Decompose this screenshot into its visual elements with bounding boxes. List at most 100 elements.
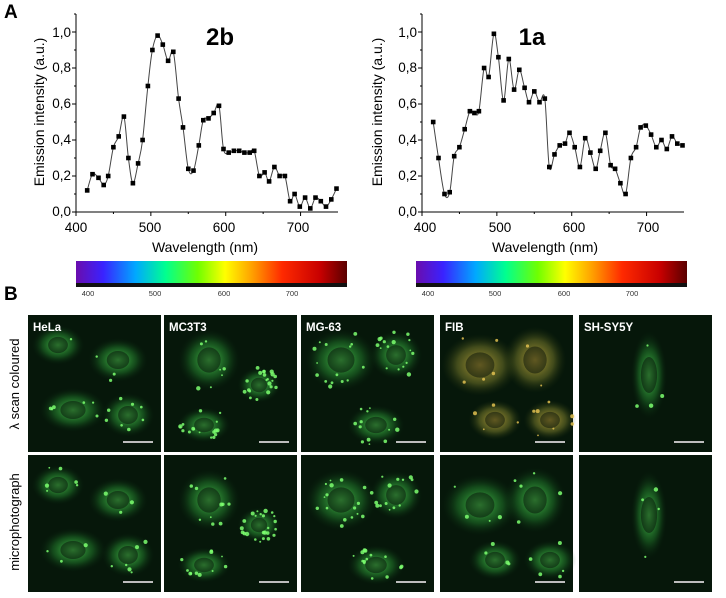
vesicle-dot bbox=[384, 502, 388, 505]
data-point bbox=[176, 96, 181, 101]
vesicle-dot bbox=[274, 385, 278, 390]
vesicle-dot bbox=[258, 370, 263, 375]
data-point bbox=[532, 89, 537, 94]
y-tick-label: 0,4 bbox=[52, 132, 71, 147]
vesicle-dot bbox=[414, 489, 419, 494]
vesicle-dot bbox=[340, 380, 344, 383]
spectrum-gradient bbox=[416, 261, 687, 283]
y-tick-label: 0,6 bbox=[398, 96, 417, 111]
vesicle-dot bbox=[395, 427, 400, 432]
vesicle-dot bbox=[325, 506, 329, 510]
x-tick-label: 600 bbox=[563, 220, 586, 235]
vesicle-dot bbox=[211, 570, 214, 572]
vesicle-dot bbox=[270, 511, 274, 514]
vesicle-dot bbox=[408, 339, 411, 342]
cell-nucleus bbox=[365, 556, 387, 574]
data-point bbox=[313, 195, 318, 200]
data-point bbox=[84, 188, 90, 193]
micrograph-image: SH-SY5Y bbox=[579, 315, 712, 452]
vesicle-dot bbox=[329, 479, 332, 482]
data-point bbox=[287, 198, 293, 204]
spectrum-bar-right: 400 500 600 700 bbox=[416, 261, 687, 298]
data-point bbox=[206, 116, 211, 121]
vesicle-dot bbox=[343, 518, 347, 522]
vesicle-dot bbox=[119, 510, 123, 514]
vesicle-dot bbox=[379, 504, 382, 508]
y-tick-label: 0,0 bbox=[398, 204, 417, 219]
data-point bbox=[633, 144, 639, 150]
x-tick-label: 600 bbox=[213, 220, 236, 235]
data-point bbox=[329, 197, 334, 202]
vesicle-dot bbox=[95, 414, 99, 418]
vesicle-dot bbox=[181, 429, 185, 433]
vesicle-dot bbox=[462, 380, 466, 384]
data-point bbox=[96, 175, 101, 181]
vesicle-dot bbox=[405, 361, 408, 364]
vesicle-dot bbox=[248, 389, 252, 393]
vesicle-dot bbox=[558, 574, 562, 579]
cell-nucleus bbox=[640, 497, 658, 533]
data-point bbox=[334, 186, 339, 191]
vesicle-dot bbox=[660, 394, 665, 398]
vesicle-dot bbox=[362, 485, 367, 490]
vesicle-dot bbox=[103, 491, 108, 496]
vesicle-dot bbox=[570, 422, 574, 426]
vesicle-dot bbox=[92, 401, 95, 404]
cell-nucleus bbox=[106, 491, 130, 509]
vesicle-dot bbox=[271, 379, 274, 382]
vesicle-dot bbox=[369, 407, 371, 409]
cell-nucleus bbox=[465, 352, 495, 378]
data-point bbox=[582, 135, 588, 141]
vesicle-dot bbox=[318, 341, 321, 344]
vesicle-dot bbox=[266, 537, 271, 541]
data-point bbox=[511, 87, 517, 92]
vesicle-dot bbox=[453, 485, 456, 488]
vesicle-dot bbox=[482, 377, 486, 381]
data-point bbox=[145, 83, 151, 89]
vesicle-dot bbox=[392, 330, 396, 334]
vesicle-dot bbox=[385, 367, 388, 370]
vesicle-dot bbox=[267, 381, 272, 386]
cell-nucleus bbox=[640, 357, 658, 393]
vesicle-dot bbox=[82, 401, 86, 404]
data-point bbox=[675, 141, 680, 146]
vesicle-dot bbox=[398, 504, 401, 507]
data-point bbox=[121, 114, 127, 119]
vesicle-dot bbox=[358, 425, 362, 429]
data-point bbox=[654, 144, 659, 150]
vesicle-dot bbox=[635, 404, 639, 408]
vesicle-dot bbox=[266, 378, 269, 381]
vesicle-dot bbox=[261, 514, 265, 518]
data-point bbox=[496, 54, 501, 60]
vesicle-dot bbox=[482, 428, 485, 431]
vesicle-dot bbox=[324, 343, 328, 346]
data-point bbox=[517, 67, 522, 73]
x-tick-label: 400 bbox=[414, 220, 437, 235]
data-point bbox=[542, 96, 548, 101]
vesicle-dot bbox=[325, 493, 329, 497]
y-tick-label: 0,6 bbox=[52, 96, 71, 111]
data-point bbox=[608, 162, 613, 168]
data-point bbox=[552, 152, 557, 157]
data-point bbox=[664, 146, 670, 152]
micrograph-image bbox=[164, 455, 297, 592]
vesicle-dot bbox=[249, 396, 252, 400]
cell-nucleus bbox=[197, 487, 221, 513]
data-point bbox=[180, 125, 186, 130]
vesicle-dot bbox=[330, 381, 334, 385]
chart-2b-title: 2b bbox=[206, 24, 234, 51]
vesicle-dot bbox=[46, 489, 49, 492]
vesicle-dot bbox=[359, 407, 363, 411]
data-point bbox=[467, 108, 473, 114]
vesicle-dot bbox=[209, 386, 212, 389]
vesicle-dot bbox=[411, 351, 415, 355]
vesicle-dot bbox=[353, 332, 358, 336]
vesicle-dot bbox=[532, 472, 536, 475]
vesicle-dot bbox=[552, 427, 555, 430]
vesicle-dot bbox=[250, 511, 255, 516]
spectrum-tick: 700 bbox=[286, 289, 299, 298]
data-point bbox=[257, 173, 262, 179]
vesicle-dot bbox=[644, 555, 647, 559]
vesicle-dot bbox=[110, 565, 114, 568]
vesicle-dot bbox=[315, 506, 319, 510]
